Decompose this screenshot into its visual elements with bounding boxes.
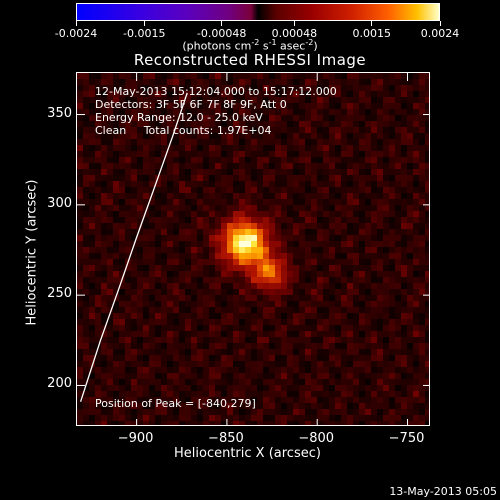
chart-title: Reconstructed RHESSI Image — [133, 51, 367, 69]
x-tick-label: −850 — [208, 431, 244, 446]
colorbar-tick-label: -0.00048 — [196, 27, 247, 40]
colorbar-tick-label: -0.0015 — [123, 27, 166, 40]
colorbar-tick — [143, 21, 145, 26]
info-counts: Clean Total counts: 1.97E+04 — [95, 124, 272, 137]
colorbar-tick-label: 0.0015 — [352, 27, 392, 40]
heatmap-image — [77, 73, 429, 425]
colorbar-tick — [293, 21, 295, 26]
colorbar-tick — [75, 21, 77, 26]
y-tick-label: 300 — [47, 195, 72, 211]
y-tick-label: 350 — [47, 105, 72, 121]
info-energy-range: Energy Range: 12.0 - 25.0 keV — [95, 111, 263, 124]
colorbar-tick-label: -0.0024 — [54, 27, 98, 40]
colorbar-tick-label: 0.00048 — [271, 27, 318, 40]
colorbar-tick — [371, 21, 373, 26]
info-detectors: Detectors: 3F 5F 6F 7F 8F 9F, Att 0 — [95, 98, 287, 111]
y-tick-label: 200 — [47, 376, 72, 392]
info-time-range: 12-May-2013 15:12:04.000 to 15:17:12.000 — [95, 85, 337, 98]
colorbar — [76, 3, 440, 21]
footer-timestamp: 13-May-2013 05:05 — [389, 485, 497, 498]
y-axis-label: Heliocentric Y (arcsec) — [24, 179, 40, 326]
y-tick-label: 250 — [47, 286, 72, 302]
colorbar-tick — [439, 21, 441, 26]
colorbar-gradient — [77, 4, 439, 20]
colorbar-unit-label: (photons cm-2 s-1 asec-2) — [182, 38, 318, 53]
x-tick-label: −900 — [117, 431, 154, 446]
solar-limb-line — [79, 92, 188, 402]
plot-area — [76, 72, 430, 426]
colorbar-tick — [221, 21, 223, 26]
info-peak-position: Position of Peak = [-840,279] — [95, 397, 256, 410]
x-tick-label: −750 — [388, 431, 425, 446]
colorbar-tick-label: 0.0024 — [420, 27, 460, 40]
x-axis-label: Heliocentric X (arcsec) — [174, 446, 321, 461]
x-tick-label: −800 — [298, 431, 335, 446]
